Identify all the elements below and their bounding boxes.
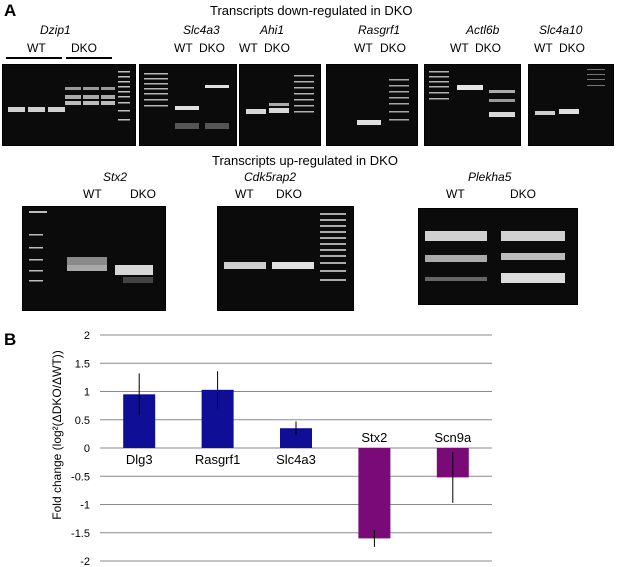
gene-label-actl6b: Actl6b [466,23,500,37]
section-title-up: Transcripts up-regulated in DKO [212,153,398,168]
category-label: Dlg3 [126,452,153,467]
lane-label-dko: DKO [130,187,157,201]
y-tick-label: -1.5 [71,528,90,540]
y-tick-label: -2 [80,556,90,567]
gel-image-actl6b [424,64,521,146]
gel-image-rasgrf1 [326,64,418,146]
y-tick-label: 0 [84,443,90,455]
gel-image-slc4a10 [528,64,614,146]
category-label: Slc4a3 [276,452,316,467]
gel-image-plekha5 [418,208,578,305]
underline-wt [6,57,62,59]
panel-b-letter: B [4,330,17,349]
chart-category-labels: Dlg3 Rasgrf1 Slc4a3 Stx2 Scn9a [126,430,472,467]
gel-image-slc4a3 [139,64,237,146]
gene-label-slc4a3: Slc4a3 [183,23,220,37]
lane-label-dko: DKO [71,41,98,55]
lane-label-wt: WT [446,187,465,201]
gel-image-ahi1 [239,64,321,146]
bar-slc4a3 [280,428,312,448]
chart-bars [123,371,469,547]
gene-label-stx2: Stx2 [103,170,128,184]
lane-label-dko: DKO [199,41,226,55]
lane-label-wt: WT [27,41,46,55]
gene-label-dzip1: Dzip1 [40,23,71,37]
gel-image-cdk5rap2 [217,206,354,311]
lane-label-wt: WT [239,41,258,55]
fold-change-chart: 2 1.5 1 0.5 0 -0.5 -1 -1.5 -2 Dlg3 Rasgrf1 Slc4a3 S… [50,330,492,567]
gel-image-dzip1 [2,64,136,146]
underline-dko [66,57,112,59]
lane-label-dko: DKO [264,41,291,55]
y-tick-label: 0.5 [75,415,90,427]
lane-label-wt: WT [450,41,469,55]
y-tick-label: 1.5 [75,358,90,370]
lane-label-dko: DKO [276,187,303,201]
lane-label-dko: DKO [380,41,407,55]
y-tick-label: 2 [84,330,90,342]
lane-label-wt: WT [83,187,102,201]
gene-label-rasgrf1: Rasgrf1 [358,23,401,37]
chart-gridlines [100,334,492,562]
y-tick-label: -0.5 [71,471,90,483]
gene-label-cdk5rap2: Cdk5rap2 [244,170,297,184]
y-tick-label: -1 [80,500,90,512]
gene-label-ahi1: Ahi1 [260,23,285,37]
category-label: Stx2 [361,430,387,445]
lane-label-wt: WT [235,187,254,201]
lane-label-wt: WT [174,41,193,55]
panel-a-letter: A [4,1,17,20]
category-label: Scn9a [434,430,472,445]
lane-label-dko: DKO [559,41,586,55]
y-axis-label: Fold change (log²(ΔDKO/ΔWT)) [50,350,64,519]
lane-label-dko: DKO [510,187,537,201]
category-label: Rasgrf1 [195,452,241,467]
gene-label-slc4a10: Slc4a10 [539,23,583,37]
gel-image-stx2 [22,206,166,311]
y-tick-label: 1 [84,387,90,399]
lane-label-wt: WT [354,41,373,55]
gene-label-plekha5: Plekha5 [468,170,512,184]
bar-stx2 [358,448,391,539]
lane-label-dko: DKO [475,41,502,55]
lane-label-wt: WT [534,41,553,55]
section-title-down: Transcripts down-regulated in DKO [210,3,413,18]
chart-tick-labels: 2 1.5 1 0.5 0 -0.5 -1 -1.5 -2 [71,330,90,567]
